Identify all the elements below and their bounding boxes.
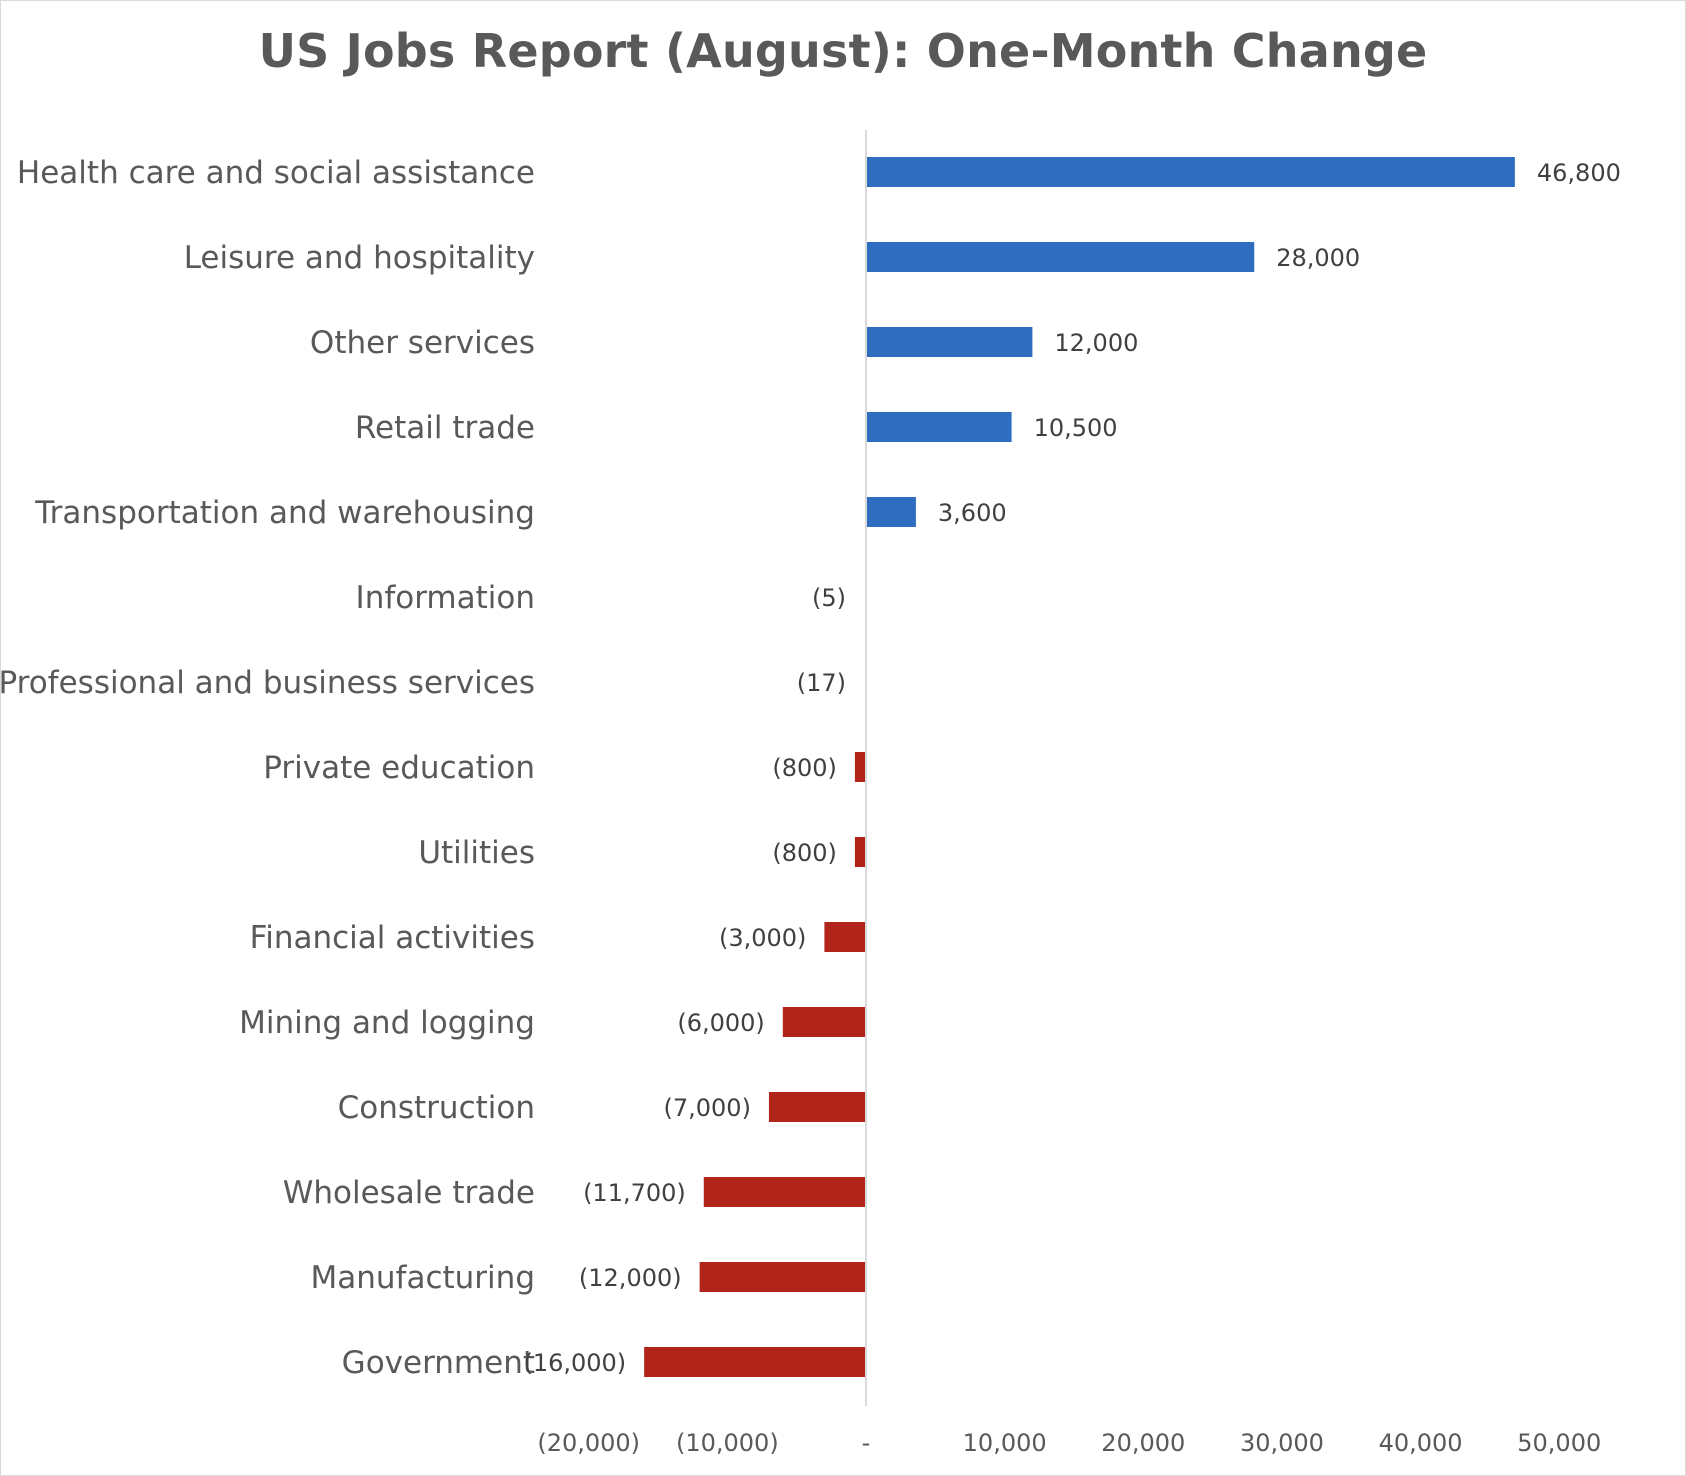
x-tick-label: 50,000 bbox=[1517, 1429, 1601, 1457]
category-label: Government bbox=[342, 1345, 535, 1381]
x-tick-label: (20,000) bbox=[537, 1429, 640, 1457]
bar bbox=[854, 752, 866, 782]
chart-title: US Jobs Report (August): One-Month Chang… bbox=[258, 24, 1428, 78]
data-label: (3,000) bbox=[719, 924, 806, 952]
data-label: (800) bbox=[772, 754, 837, 782]
bar bbox=[866, 327, 1033, 357]
data-label: 46,800 bbox=[1537, 159, 1621, 187]
category-label: Transportation and warehousing bbox=[34, 495, 535, 531]
data-label: (17) bbox=[797, 669, 846, 697]
data-label: (800) bbox=[772, 839, 837, 867]
category-label: Professional and business services bbox=[0, 665, 535, 701]
data-label: (7,000) bbox=[664, 1094, 751, 1122]
bar bbox=[866, 157, 1515, 187]
bar bbox=[866, 412, 1012, 442]
bar bbox=[824, 922, 866, 952]
data-label: (5) bbox=[812, 584, 846, 612]
data-label: (12,000) bbox=[579, 1264, 682, 1292]
x-tick-label: 20,000 bbox=[1101, 1429, 1185, 1457]
data-label: (6,000) bbox=[677, 1009, 764, 1037]
bar bbox=[866, 242, 1255, 272]
data-label: 12,000 bbox=[1054, 329, 1138, 357]
data-label: (16,000) bbox=[523, 1349, 626, 1377]
data-label: 10,500 bbox=[1034, 414, 1118, 442]
x-tick-label: 30,000 bbox=[1240, 1429, 1324, 1457]
bar bbox=[782, 1007, 866, 1037]
category-label: Other services bbox=[310, 325, 535, 361]
category-label: Financial activities bbox=[250, 920, 535, 956]
data-label: 28,000 bbox=[1276, 244, 1360, 272]
x-tick-label: 10,000 bbox=[963, 1429, 1047, 1457]
bar bbox=[644, 1347, 866, 1377]
x-tick-label: 40,000 bbox=[1379, 1429, 1463, 1457]
bar bbox=[699, 1262, 866, 1292]
category-label: Retail trade bbox=[355, 410, 535, 446]
category-label: Wholesale trade bbox=[283, 1175, 535, 1211]
x-tick-label: - bbox=[862, 1429, 871, 1457]
bar bbox=[703, 1177, 866, 1207]
category-label: Mining and logging bbox=[239, 1005, 535, 1041]
x-tick-label: (10,000) bbox=[676, 1429, 779, 1457]
category-label: Manufacturing bbox=[311, 1260, 535, 1296]
bar bbox=[768, 1092, 866, 1122]
category-label: Leisure and hospitality bbox=[184, 240, 535, 276]
category-label: Construction bbox=[338, 1090, 535, 1126]
category-label: Private education bbox=[263, 750, 535, 786]
category-label: Information bbox=[356, 580, 535, 616]
category-label: Health care and social assistance bbox=[17, 155, 535, 191]
data-label: 3,600 bbox=[938, 499, 1007, 527]
data-label: (11,700) bbox=[583, 1179, 686, 1207]
category-label: Utilities bbox=[418, 835, 535, 871]
bar bbox=[866, 497, 916, 527]
bar bbox=[854, 837, 866, 867]
